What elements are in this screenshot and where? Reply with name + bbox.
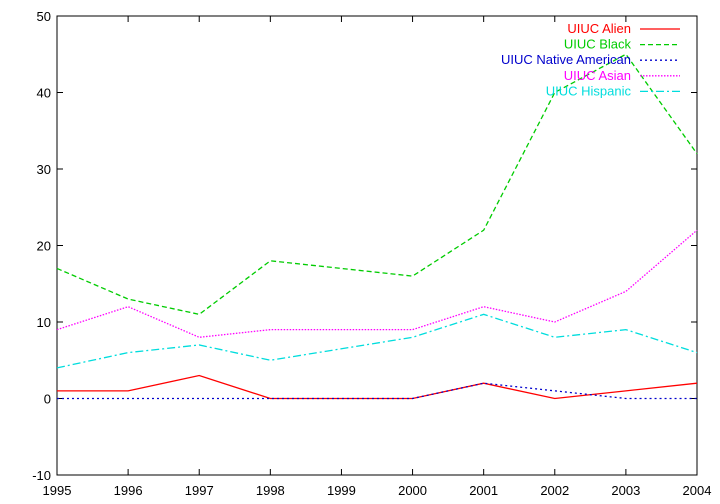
legend-label-uiuc-native-american: UIUC Native American <box>501 52 631 67</box>
y-tick-label: 50 <box>37 9 51 24</box>
y-tick-label: 0 <box>44 392 51 407</box>
legend-label-uiuc-black: UIUC Black <box>564 37 632 52</box>
series-line-uiuc-native-american <box>57 382 697 400</box>
x-tick-label: 1998 <box>256 483 285 498</box>
x-tick-label: 2004 <box>683 483 712 498</box>
series-line-uiuc-black <box>56 53 698 316</box>
y-tick-label: 30 <box>37 162 51 177</box>
x-tick-label: 1999 <box>327 483 356 498</box>
legend-label-uiuc-asian: UIUC Asian <box>564 68 631 83</box>
y-tick-label: 20 <box>37 239 51 254</box>
x-tick-label: 2001 <box>469 483 498 498</box>
y-tick-label: 10 <box>37 315 51 330</box>
x-tick-label: 2003 <box>611 483 640 498</box>
x-tick-label: 1995 <box>43 483 72 498</box>
y-tick-label: -10 <box>32 468 51 483</box>
legend-label-uiuc-hispanic: UIUC Hispanic <box>546 83 632 98</box>
x-tick-label: 2002 <box>540 483 569 498</box>
series-line-uiuc-hispanic <box>56 313 698 369</box>
series-line-uiuc-alien <box>57 374 698 400</box>
x-tick-label: 1996 <box>114 483 143 498</box>
series-line-uiuc-asian <box>56 229 698 338</box>
x-tick-label: 2000 <box>398 483 427 498</box>
series-lines <box>56 53 698 400</box>
y-tick-label: 40 <box>37 86 51 101</box>
plot-axes: 1995 1996 1997 1998 1999 2000 2001 2002 2003 2004… <box>32 9 711 498</box>
x-tick-label: 1997 <box>185 483 214 498</box>
legend-label-uiuc-alien: UIUC Alien <box>567 21 631 36</box>
